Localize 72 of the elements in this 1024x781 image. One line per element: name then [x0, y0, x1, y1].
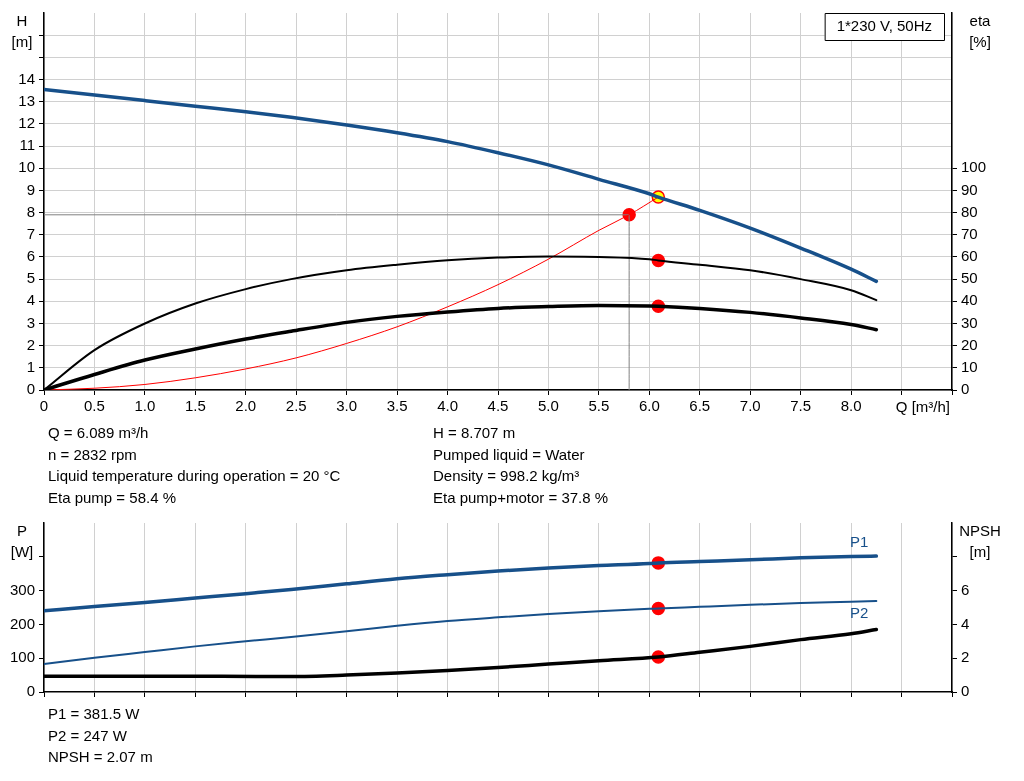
- y-axis-title: P [W]: [10, 522, 34, 561]
- y-tick-label: 4: [26, 291, 35, 309]
- y-tick-label: 300: [9, 580, 35, 598]
- y2-axis-title: NPSH [m]: [959, 522, 1001, 561]
- x-tick-label: 2.0: [235, 397, 257, 415]
- y-axis-title: H [m]: [11, 12, 33, 51]
- chart-title: 1*230 V, 50Hz: [836, 17, 933, 35]
- y2-tick-label: 20: [961, 335, 978, 353]
- y-tick-label: 6: [26, 247, 35, 265]
- y-tick-label: 1: [26, 357, 35, 375]
- y2-tick-label: 70: [961, 224, 978, 242]
- x-tick-label: 4.0: [437, 397, 458, 415]
- y2-tick-label: 90: [961, 180, 978, 198]
- text: Density = 998.2 kg/m³: [433, 466, 581, 486]
- y-tick-label: 7: [26, 224, 35, 242]
- y-tick-label: 3: [26, 313, 35, 331]
- y-tick-label: 14: [18, 69, 35, 87]
- y-tick-label: 0: [26, 380, 35, 398]
- y2-tick-label: 4: [961, 614, 970, 632]
- text: Liquid temperature during operation = 20 °C: [48, 466, 341, 486]
- x-tick-label: 0: [39, 397, 49, 415]
- text: NPSH = 2.07 m: [48, 747, 153, 767]
- y-tick-label: 13: [18, 91, 35, 109]
- x-tick-label: 1.0: [134, 397, 156, 415]
- y-tick-label: 11: [19, 136, 35, 154]
- text: H = 8.707 m: [433, 423, 517, 443]
- y-tick-label: 12: [18, 114, 35, 132]
- x-tick-label: 4.5: [487, 397, 509, 415]
- y2-tick-label: 40: [961, 291, 978, 309]
- text: Pumped liquid = Water: [433, 444, 586, 465]
- y2-tick-label: 10: [961, 357, 978, 375]
- y2-tick-label: 80: [961, 202, 978, 220]
- y2-tick-label: 60: [961, 247, 978, 265]
- x-tick-label: 6.5: [689, 397, 711, 415]
- x-tick-label: 5.5: [588, 397, 610, 415]
- line-series: [44, 87, 879, 284]
- text: Eta pump = 58.4 %: [48, 487, 177, 508]
- y-tick-label: 9: [26, 180, 35, 198]
- y-tick-label: 5: [26, 269, 35, 287]
- series-label: P1: [849, 533, 869, 551]
- x-tick-label: 1.5: [184, 397, 206, 415]
- x-tick-label: 3.5: [386, 397, 408, 415]
- y-tick-label: 10: [18, 158, 35, 176]
- x-tick-label: 0.5: [84, 397, 105, 415]
- x-tick-label: 2.5: [285, 397, 307, 415]
- y-tick-label: 200: [9, 614, 35, 632]
- y-tick-label: 2: [26, 335, 35, 353]
- x-tick-label: 6.0: [638, 397, 660, 415]
- text: Eta pump+motor = 37.8 %: [433, 487, 609, 508]
- y2-tick-label: 0: [961, 682, 970, 700]
- series-label: P2: [849, 604, 869, 622]
- x-tick-label: 7.5: [790, 397, 812, 415]
- x-tick-label: 8.0: [840, 397, 862, 415]
- text: P2 = 247 W: [48, 725, 128, 746]
- line-series: [44, 600, 878, 665]
- text: P1 = 381.5 W: [48, 704, 141, 724]
- text: Q = 6.089 m³/h: [48, 423, 150, 443]
- y-tick-label: 8: [26, 202, 35, 220]
- x-tick-label: 7.0: [739, 397, 761, 415]
- x-tick-label: 5.0: [538, 397, 559, 415]
- y2-tick-label: 6: [961, 580, 970, 598]
- y-tick-label: 100: [9, 648, 35, 666]
- y2-tick-label: 2: [961, 648, 970, 666]
- text: n = 2832 rpm: [48, 444, 138, 465]
- y2-axis-title: eta [%]: [969, 12, 992, 51]
- y2-tick-label: 100: [961, 158, 987, 176]
- x-axis-title: Q [m³/h]: [895, 398, 950, 416]
- y2-tick-label: 50: [961, 269, 978, 287]
- y2-tick-label: 0: [961, 380, 970, 398]
- y-tick-label: 0: [26, 682, 35, 700]
- y2-tick-label: 30: [961, 313, 978, 331]
- x-tick-label: 3.0: [336, 397, 358, 415]
